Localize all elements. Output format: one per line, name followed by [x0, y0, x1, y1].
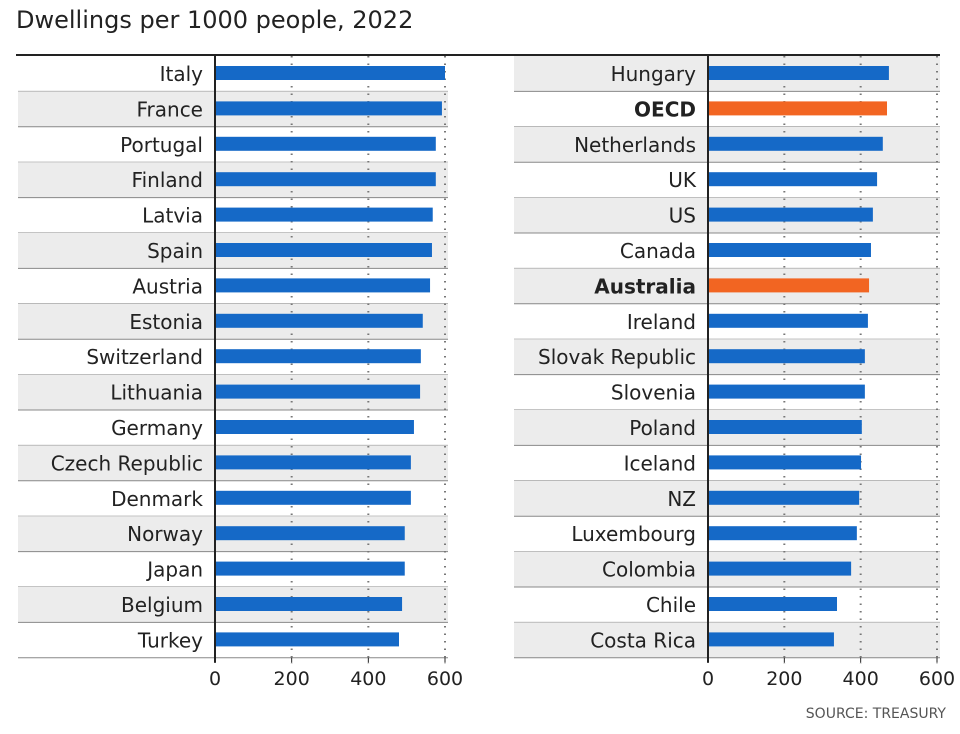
category-label: Japan [145, 558, 203, 582]
bar-japan [215, 561, 405, 576]
chart-title: Dwellings per 1000 people, 2022 [16, 6, 414, 34]
x-tick-label: 0 [209, 668, 221, 690]
category-label: Spain [147, 239, 203, 263]
bar-norway [215, 526, 405, 541]
x-tick-label: 0 [702, 668, 714, 690]
category-label: Slovak Republic [538, 345, 696, 369]
category-label: Canada [620, 239, 696, 263]
x-tick-label: 600 [919, 668, 955, 690]
category-label: Germany [111, 416, 203, 440]
category-label: Costa Rica [590, 628, 696, 652]
bar-spain [215, 243, 432, 257]
bar-ireland [708, 313, 868, 328]
bar-finland [215, 172, 436, 187]
category-label: Estonia [129, 310, 203, 334]
x-tick-label: 600 [427, 668, 463, 690]
category-label: Latvia [142, 204, 203, 228]
bar-hungary [708, 66, 889, 80]
category-label: France [136, 97, 203, 121]
category-label: Lithuania [110, 381, 203, 405]
bar-estonia [215, 313, 423, 328]
category-label: US [669, 204, 696, 228]
category-label: OECD [634, 97, 696, 121]
bar-nz [708, 490, 860, 505]
category-label: Norway [127, 522, 203, 546]
category-label: Czech Republic [51, 451, 203, 475]
source-note: SOURCE: TREASURY [805, 706, 946, 722]
bar-us [708, 207, 873, 222]
bar-iceland [708, 455, 862, 470]
bar-france [215, 101, 442, 116]
bar-poland [708, 420, 862, 434]
category-label: UK [668, 168, 697, 192]
category-label: NZ [667, 487, 696, 511]
category-label: Luxembourg [571, 522, 696, 546]
bar-canada [708, 243, 871, 257]
category-label: Switzerland [86, 345, 203, 369]
bar-uk [708, 172, 878, 187]
category-label: Belgium [121, 593, 203, 617]
category-label: Hungary [611, 62, 697, 86]
bar-turkey [215, 632, 399, 647]
category-label: Australia [594, 274, 696, 298]
bar-oecd [708, 101, 888, 116]
bar-portugal [215, 136, 436, 151]
category-label: Turkey [137, 628, 203, 652]
bar-colombia [708, 561, 852, 576]
bar-germany [215, 420, 414, 434]
category-label: Slovenia [611, 381, 696, 405]
category-label: Ireland [627, 310, 696, 334]
bar-austria [215, 278, 431, 293]
bar-costa-rica [708, 632, 834, 647]
bar-czech-republic [215, 455, 411, 470]
bar-australia [708, 278, 870, 293]
bar-latvia [215, 207, 433, 222]
bar-belgium [215, 597, 403, 611]
bar-denmark [215, 490, 411, 505]
bar-italy [215, 66, 445, 80]
x-tick-label: 400 [350, 668, 386, 690]
bar-slovenia [708, 384, 865, 399]
x-tick-label: 400 [843, 668, 879, 690]
category-label: Portugal [120, 133, 203, 157]
category-label: Austria [132, 274, 203, 298]
category-label: Poland [629, 416, 696, 440]
bar-chile [708, 597, 838, 611]
category-label: Finland [132, 168, 203, 192]
bar-luxembourg [708, 526, 857, 541]
bar-lithuania [215, 384, 421, 399]
category-label: Iceland [624, 451, 696, 475]
x-tick-label: 200 [766, 668, 802, 690]
category-label: Chile [646, 593, 696, 617]
bar-netherlands [708, 136, 883, 151]
category-label: Italy [160, 62, 204, 86]
bar-slovak-republic [708, 349, 865, 364]
x-tick-label: 200 [274, 668, 310, 690]
category-label: Colombia [602, 558, 696, 582]
category-label: Netherlands [574, 133, 696, 157]
bar-switzerland [215, 349, 421, 364]
category-label: Denmark [111, 487, 203, 511]
